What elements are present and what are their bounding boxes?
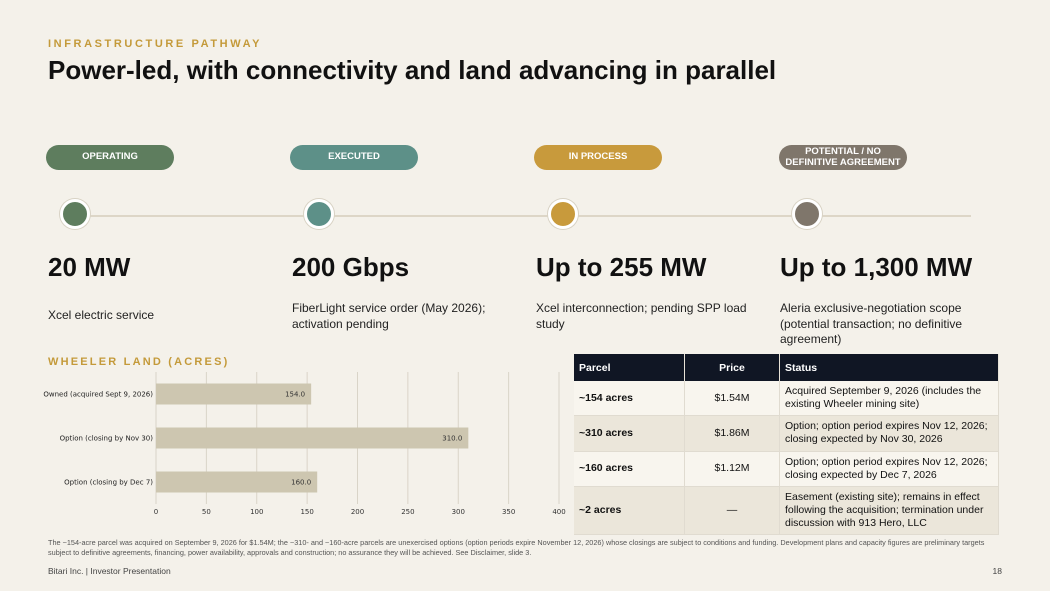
data-label: 160.0	[291, 479, 311, 487]
x-tick-label: 250	[401, 508, 414, 516]
page-title: Power-led, with connectivity and land ad…	[48, 55, 777, 85]
x-tick-label: 400	[552, 508, 565, 516]
x-tick-label: 50	[202, 508, 211, 516]
data-label: 310.0	[442, 435, 462, 443]
metric-operating: 20 MW	[48, 252, 131, 282]
cell-status: Option; option period expires Nov 12, 20…	[779, 415, 999, 452]
metric-executed: 200 Gbps	[292, 252, 410, 282]
bar	[156, 427, 469, 449]
timeline-dot-potential	[792, 199, 822, 229]
x-tick-label: 300	[452, 508, 465, 516]
table-header-row: Parcel Price Status	[574, 354, 999, 381]
cell-price: $1.54M	[684, 381, 780, 417]
table-row: ~160 acres $1.12M Option; option period …	[574, 451, 999, 487]
cell-parcel: ~2 acres	[574, 486, 685, 536]
timeline-dot-in-process	[548, 199, 578, 229]
column-header-price: Price	[684, 354, 780, 381]
timeline-line	[75, 215, 971, 217]
x-tick-label: 150	[300, 508, 313, 516]
table-row: ~310 acres $1.86M Option; option period …	[574, 415, 999, 452]
cell-parcel: ~154 acres	[574, 381, 685, 417]
data-label: 154.0	[285, 391, 305, 399]
footer-company: Bitari Inc. | Investor Presentation	[48, 566, 171, 576]
description-in-process: Xcel interconnection; pending SPP load s…	[536, 301, 747, 331]
footnote: The ~154-acre parcel was acquired on Sep…	[48, 538, 985, 557]
status-pill-operating: OPERATING	[46, 145, 174, 170]
eyebrow: INFRASTRUCTURE PATHWAY	[48, 38, 263, 50]
metric-potential: Up to 1,300 MW	[780, 252, 973, 282]
category-label: Option (closing by Dec 7)	[64, 479, 153, 487]
category-label: Option (closing by Nov 30)	[60, 435, 154, 443]
acreage-bar-chart: 0 50 100 150 200 250 300 350 400 Owned (acquired …	[43, 372, 566, 516]
page-number: 18	[992, 566, 1002, 576]
column-header-parcel: Parcel	[574, 354, 685, 381]
bar	[156, 383, 312, 405]
description-executed: FiberLight service order (May 2026); act…	[292, 301, 486, 331]
timeline-dot-executed	[304, 199, 334, 229]
timeline-dot-operating	[60, 199, 90, 229]
table-row: ~154 acres $1.54M Acquired September 9, …	[574, 381, 999, 417]
cell-parcel: ~160 acres	[574, 451, 685, 487]
x-tick-label: 200	[351, 508, 364, 516]
description-operating: Xcel electric service	[48, 308, 155, 322]
x-tick-label: 0	[154, 508, 158, 516]
cell-price: —	[684, 486, 780, 536]
x-tick-label: 350	[502, 508, 515, 516]
cell-price: $1.86M	[684, 415, 780, 452]
cell-parcel: ~310 acres	[574, 415, 685, 452]
description-potential: Aleria exclusive-negotiation scope (pote…	[780, 301, 963, 347]
cell-status: Easement (existing site); remains in eff…	[779, 486, 999, 536]
bar	[156, 471, 318, 493]
status-pill-in-process: IN PROCESS	[534, 145, 662, 170]
cell-status: Option; option period expires Nov 12, 20…	[779, 451, 999, 487]
category-label: Owned (acquired Sept 9, 2026)	[43, 391, 153, 399]
column-header-status: Status	[779, 354, 999, 381]
status-pill-potential: POTENTIAL / NO DEFINITIVE AGREEMENT	[779, 145, 907, 170]
metric-in-process: Up to 255 MW	[536, 252, 707, 282]
status-pill-executed: EXECUTED	[290, 145, 418, 170]
chart-section-label: WHEELER LAND (ACRES)	[48, 356, 230, 368]
table-row: ~2 acres — Easement (existing site); rem…	[574, 486, 999, 536]
parcel-table: Parcel Price Status ~154 acres $1.54M Ac…	[574, 354, 999, 536]
cell-status: Acquired September 9, 2026 (includes the…	[779, 381, 999, 417]
cell-price: $1.12M	[684, 451, 780, 487]
x-tick-label: 100	[250, 508, 263, 516]
